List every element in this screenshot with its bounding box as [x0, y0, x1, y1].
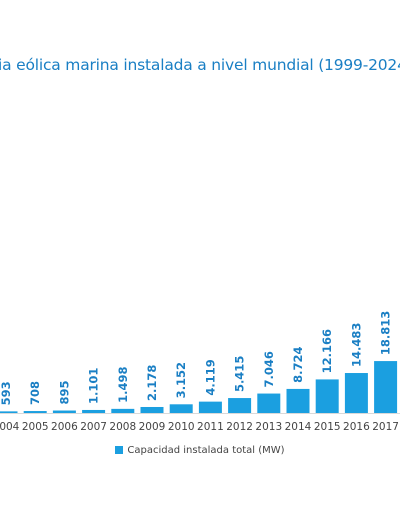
- data-label-2007: 1.101: [87, 368, 101, 404]
- x-tick-label-2011: 2011: [197, 421, 224, 433]
- x-tick-label-2017: 2017: [372, 421, 399, 433]
- x-tick-label-2005: 2005: [22, 421, 49, 433]
- data-label-2010: 3.152: [174, 362, 188, 398]
- bar-2016: [344, 373, 368, 413]
- bar-2017: [374, 361, 398, 413]
- bar-2010: [169, 404, 193, 413]
- bar-2015: [315, 379, 339, 413]
- x-tick-label-2013: 2013: [255, 421, 282, 433]
- bar-2012: [228, 398, 252, 413]
- x-tick-label-2009: 2009: [139, 421, 166, 433]
- legend-swatch: [115, 446, 124, 454]
- data-label-2008: 1.498: [116, 366, 130, 402]
- legend: Capacidad instalada total (MW): [0, 445, 400, 456]
- legend-label: Capacidad instalada total (MW): [127, 445, 285, 456]
- bar-2004: [0, 411, 18, 413]
- bar-2009: [140, 406, 164, 413]
- bar-2011: [198, 401, 222, 413]
- x-tick-label-2016: 2016: [343, 421, 370, 433]
- x-tick-label-2004: 2004: [0, 421, 20, 433]
- bar-2014: [286, 388, 310, 413]
- data-label-2013: 7.046: [262, 351, 276, 387]
- x-tick-label-2007: 2007: [80, 421, 107, 433]
- data-label-2017: 18.813: [379, 311, 393, 355]
- x-tick-label-2012: 2012: [226, 421, 253, 433]
- data-label-2006: 895: [57, 381, 71, 405]
- x-tick-label-2015: 2015: [314, 421, 341, 433]
- x-tick-label-2014: 2014: [285, 421, 312, 433]
- data-label-2004: 593: [0, 381, 13, 405]
- bar-2007: [82, 409, 106, 413]
- bar-2005: [23, 411, 47, 413]
- data-label-2009: 2.178: [145, 365, 159, 401]
- data-label-2015: 12.166: [320, 329, 334, 373]
- x-tick-label-2006: 2006: [51, 421, 78, 433]
- bar-2008: [111, 408, 135, 413]
- bar-2013: [257, 393, 281, 413]
- chart-title: ia eólica marina instalada a nivel mundi…: [0, 56, 400, 74]
- x-tick-label-2008: 2008: [109, 421, 136, 433]
- x-tick-label-2010: 2010: [168, 421, 195, 433]
- data-label-2014: 8.724: [291, 347, 305, 383]
- data-label-2005: 708: [28, 381, 42, 405]
- data-label-2016: 14.483: [349, 323, 363, 367]
- data-label-2012: 5.415: [233, 356, 247, 392]
- bar-2006: [52, 410, 76, 413]
- data-label-2011: 4.119: [203, 359, 217, 395]
